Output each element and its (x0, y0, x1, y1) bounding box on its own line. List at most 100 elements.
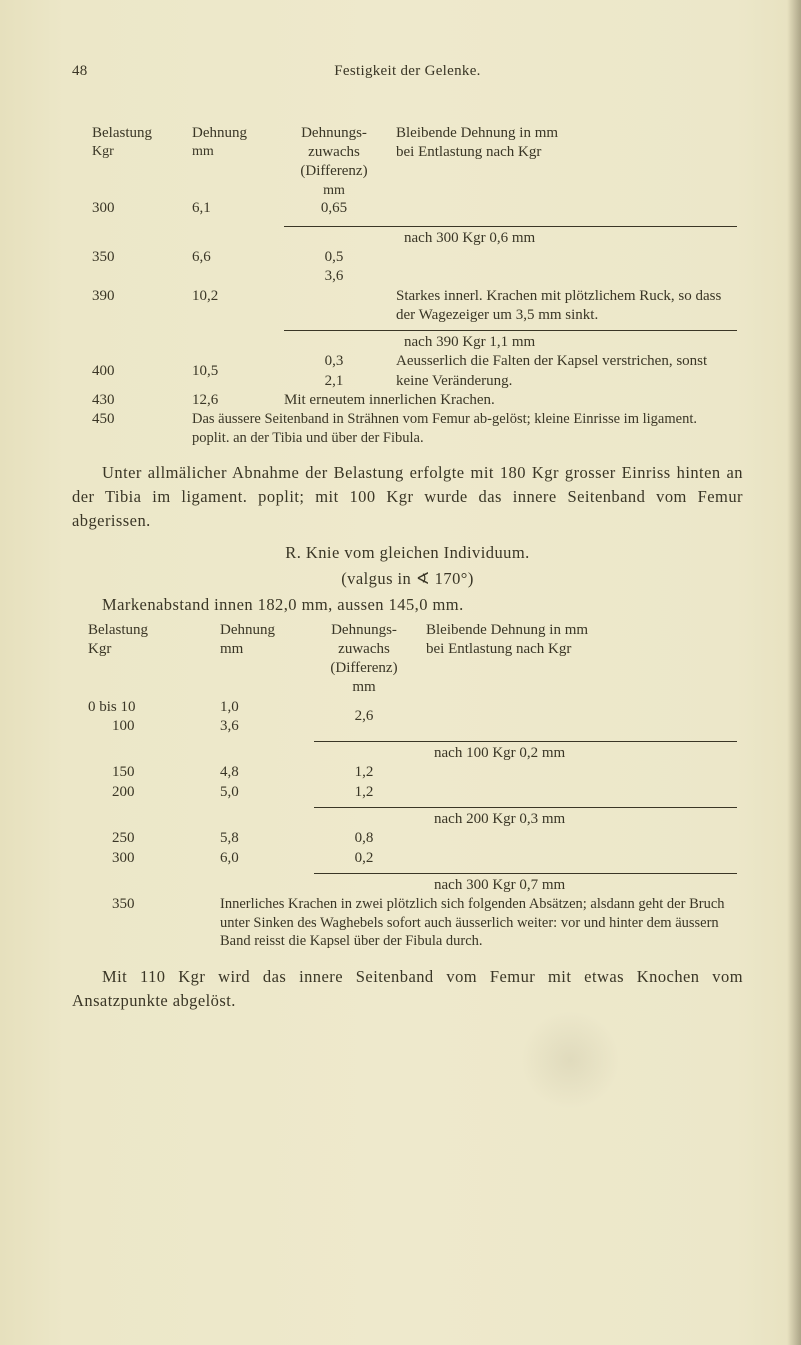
t1-load-430: 430 (72, 391, 186, 410)
t2-load-350: 350 (72, 895, 214, 951)
t2-zuw-200: 1,2 (308, 783, 420, 802)
page: 48 Festigkeit der Gelenke. Belastung Kgr… (0, 0, 801, 1345)
t1-zuw-400a: 0,3 (284, 352, 384, 371)
table-2-section: Belastung Kgr Dehnung mm Dehnungs- zuwac… (72, 621, 743, 951)
table-row: nach 200 Kgr 0,3 mm (72, 802, 743, 830)
t1-load-390: 390 (72, 287, 186, 325)
t2-load-200: 200 (72, 783, 214, 802)
page-number: 48 (72, 63, 102, 80)
t1-dehn-430: 12,6 (186, 391, 278, 410)
t2-dehn-100: 3,6 (214, 717, 308, 736)
t2-dehn-250: 5,8 (214, 829, 308, 848)
table-row: 350 Innerliches Krachen in zwei plötzlic… (72, 895, 743, 951)
table-1-section: Belastung Kgr Dehnung mm Dehnungs- zuwac… (72, 124, 743, 447)
t2-col2-head: Dehnungs- zuwachs (Differenz) mm (308, 621, 420, 698)
t2-col1-unit: mm (220, 640, 302, 659)
t2-col3-label: Bleibende Dehnung in mm bei Entlastung n… (426, 621, 737, 659)
t1-col2-label: Dehnungs- zuwachs (Differenz) (284, 124, 384, 182)
t2-load-0-10: 0 bis 10 (72, 698, 214, 717)
table-row: nach 300 Kgr 0,6 mm (72, 219, 743, 249)
table-1: Belastung Kgr Dehnung mm Dehnungs- zuwac… (72, 124, 743, 447)
table-row: 350 6,6 0,5 3,6 (72, 248, 743, 286)
page-edge-shadow (787, 0, 801, 1345)
t2-col0-unit: Kgr (88, 640, 208, 659)
paragraph-2: Mit 110 Kgr wird das innere Seitenband v… (72, 965, 743, 1013)
center-line-3: Markenabstand innen 182,0 mm, aussen 145… (72, 595, 743, 615)
t1-col0-label: Belastung (92, 124, 180, 143)
t2-col2-unit: mm (314, 678, 414, 697)
header-spacer (713, 63, 743, 80)
t2-dehn-300: 6,0 (214, 849, 308, 868)
t1-dehn-400: 10,5 (186, 352, 278, 390)
t1-dehn-350: 6,6 (186, 248, 278, 286)
table-2: Belastung Kgr Dehnung mm Dehnungs- zuwac… (72, 621, 743, 951)
t2-dehn-150: 4,8 (214, 763, 308, 782)
t2-load-300: 300 (72, 849, 214, 868)
t2-zuw-150: 1,2 (308, 763, 420, 782)
t1-rule-note-1: nach 300 Kgr 0,6 mm (284, 229, 737, 249)
t1-zuw-400b: 2,1 (284, 372, 384, 391)
table-row: nach 300 Kgr 0,7 mm (72, 868, 743, 896)
horizontal-rule (314, 807, 737, 808)
t1-col-dehnung-head: Dehnung mm (186, 124, 278, 199)
table-row: 0 bis 10 1,0 2,6 (72, 698, 743, 717)
horizontal-rule (284, 330, 737, 331)
t1-dehn-300: 6,1 (186, 199, 278, 218)
table-row: 250 5,8 0,8 (72, 829, 743, 848)
t2-load-250: 250 (72, 829, 214, 848)
table-row: 430 12,6 Mit erneutem innerlichen Krache… (72, 391, 743, 410)
horizontal-rule (314, 741, 737, 742)
running-title: Festigkeit der Gelenke. (102, 63, 713, 80)
t2-col1-label: Dehnung (220, 621, 302, 640)
t2-note-350: Innerliches Krachen in zwei plötzlich si… (214, 895, 743, 951)
t1-col0-unit: Kgr (92, 143, 180, 161)
table-row: nach 390 Kgr 1,1 mm (72, 325, 743, 353)
t1-col2-unit: mm (284, 182, 384, 200)
t2-col2-label: Dehnungs- zuwachs (Differenz) (314, 621, 414, 679)
horizontal-rule (314, 873, 737, 874)
t2-col0-label: Belastung (88, 621, 208, 640)
center-line-1: R. Knie vom gleichen Individuum. (72, 543, 743, 563)
paper-stain (520, 1010, 620, 1110)
t1-note-430: Mit erneutem innerlichen Krachen. (278, 391, 743, 410)
t1-col-bleibende-head: Bleibende Dehnung in mm bei Entlastung n… (390, 124, 743, 199)
t2-col0-head: Belastung Kgr (72, 621, 214, 698)
t2-zuw-26: 2,6 (308, 698, 420, 736)
table-row: nach 100 Kgr 0,2 mm (72, 736, 743, 764)
t2-rule-note-1: nach 100 Kgr 0,2 mm (314, 744, 737, 764)
table-row: 400 10,5 0,3 2,1 Aeusserlich die Falten … (72, 352, 743, 390)
table-row: 300 6,0 0,2 (72, 849, 743, 868)
t2-rule-note-2: nach 200 Kgr 0,3 mm (314, 810, 737, 830)
t1-note-450: Das äussere Seitenband in Strähnen vom F… (186, 410, 743, 447)
t1-col3-label: Bleibende Dehnung in mm bei Entlastung n… (396, 124, 737, 162)
running-header: 48 Festigkeit der Gelenke. (72, 63, 743, 80)
t1-zuw-350a: 0,5 (284, 248, 384, 267)
center-line-2: (valgus in ∢ 170°) (72, 569, 743, 589)
t1-col1-unit: mm (192, 143, 272, 161)
t1-load-300: 300 (72, 199, 186, 218)
t2-col1-head: Dehnung mm (214, 621, 308, 698)
t1-dehn-390: 10,2 (186, 287, 278, 325)
t1-note-390: Starkes innerl. Krachen mit plötzlichem … (390, 287, 743, 325)
t1-rule-note-2: nach 390 Kgr 1,1 mm (284, 333, 737, 353)
t1-col-zuwachs-head: Dehnungs- zuwachs (Differenz) mm (278, 124, 390, 199)
horizontal-rule (284, 226, 737, 227)
t1-col-belastung-head: Belastung Kgr (72, 124, 186, 199)
t1-load-350: 350 (72, 248, 186, 286)
t1-falten-note: Aeusserlich die Falten der Kapsel verstr… (390, 352, 743, 390)
table-row: 300 6,1 0,65 (72, 199, 743, 218)
table-row: 450 Das äussere Seitenband in Strähnen v… (72, 410, 743, 447)
t1-load-400: 400 (72, 352, 186, 390)
paragraph-1: Unter allmälicher Abnahme der Belastung … (72, 461, 743, 533)
t2-zuw-300: 0,2 (308, 849, 420, 868)
table-row: 390 10,2 Starkes innerl. Krachen mit plö… (72, 287, 743, 325)
t2-dehn-0-10: 1,0 (214, 698, 308, 717)
table-row: 150 4,8 1,2 (72, 763, 743, 782)
t2-col3-head: Bleibende Dehnung in mm bei Entlastung n… (420, 621, 743, 698)
t1-zuw-350b: 3,6 (284, 267, 384, 286)
t2-load-100: 100 (72, 717, 214, 736)
t1-col1-label: Dehnung (192, 124, 272, 143)
table-row: 200 5,0 1,2 (72, 783, 743, 802)
t2-load-150: 150 (72, 763, 214, 782)
t2-zuw-250: 0,8 (308, 829, 420, 848)
